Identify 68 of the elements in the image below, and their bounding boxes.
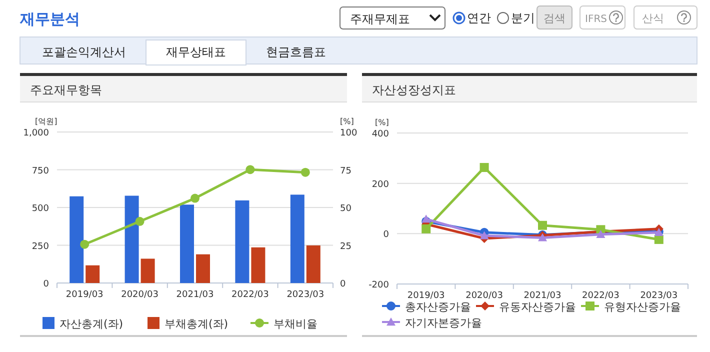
y-tick-label: 0 [43,280,50,290]
y-tick-label: -200 [368,280,390,290]
y-tick-label: 750 [32,166,50,176]
y2-tick-label: 75 [340,166,352,176]
y2-tick-label: 0 [340,280,346,290]
y2-tick-label: 25 [340,242,352,252]
text: IFRS [585,14,607,25]
x-tick-label: 2022/03 [232,290,269,300]
point [480,162,489,172]
point [422,224,431,234]
y-tick-label: 1,000 [23,128,50,138]
x-tick-label: 2021/03 [524,291,562,301]
x-tick-label: 2020/03 [121,290,158,300]
text: 재무분석 [19,10,80,28]
bar [306,245,320,283]
y2-tick-label: 100 [340,128,358,138]
bar [251,247,266,283]
bar [196,254,210,283]
chart-title: 주요재무항목 [30,83,102,97]
point [135,216,144,226]
y2-tick-label: 50 [340,204,352,214]
text: 분기 [511,11,535,25]
y-axis-title: [억원] [35,117,58,126]
bar [235,200,250,283]
point [422,214,431,223]
text: 연간 [467,11,491,25]
x-tick-label: 2023/03 [640,291,678,301]
legend-label: 부채비율 [274,318,318,330]
x-tick-label: 2019/03 [407,291,445,301]
point [190,194,200,203]
text: 포괄손익계산서 [42,45,126,59]
legend-label: 유동자산증가율 [499,300,576,314]
bar [290,194,304,283]
point [80,240,90,249]
legend-label: 자기자본증가율 [405,316,482,330]
y-tick-label: 250 [32,242,50,252]
bar [180,204,194,283]
legend-label: 유형자산증가율 [604,300,681,314]
point [538,220,547,230]
x-tick-label: 2021/03 [176,290,214,300]
point [480,231,489,240]
y-tick-label: 0 [383,230,390,240]
text: 현금흐름표 [266,45,326,59]
text: 검색 [544,12,566,25]
point [246,165,255,174]
x-tick-label: 2023/03 [286,290,324,300]
x-tick-label: 2020/03 [466,291,503,301]
bar [124,196,139,283]
point [538,233,547,242]
bar [86,265,100,283]
legend-label: 부채총계(좌) [164,318,228,330]
chart-title: 자산성장성지표 [372,83,456,97]
legend-label: 총자산증가율 [405,300,471,314]
y-axis-title: [%] [375,118,389,127]
point [300,168,310,177]
point [596,230,606,238]
y2-axis-title: [%] [340,117,354,126]
bar [70,196,84,283]
bar [140,258,155,283]
x-tick-label: 2019/03 [66,290,104,300]
y-tick-label: 200 [372,180,390,190]
legend-label: 자산총계(좌) [60,318,124,330]
x-tick-label: 2022/03 [582,291,620,301]
text: 주재무제표 [350,12,410,26]
y-tick-label: 400 [372,130,390,140]
y-tick-label: 500 [32,204,50,214]
text: 산식 [642,12,664,25]
text: 재무상태표 [166,45,226,59]
